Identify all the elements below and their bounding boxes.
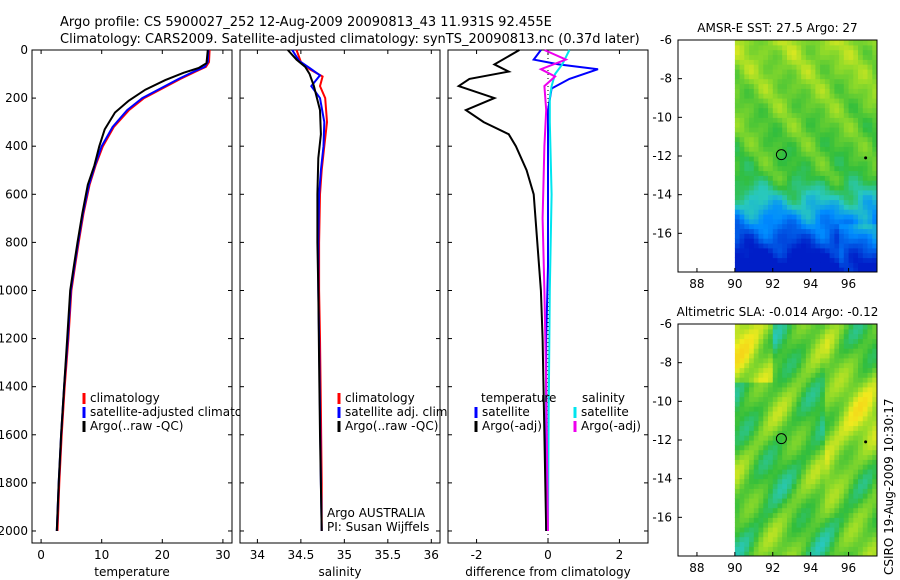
series-line-salinity-satellite (547, 49, 571, 532)
y-tick-label: -16 (652, 226, 672, 240)
temperature-panel: 0 10 20 30 0 200 400 600 800 1000 1200 1400 1600 1800… (0, 43, 268, 579)
legend-label: Argo(-adj) (482, 419, 542, 433)
legend-label: satellite-adjusted climatology (90, 405, 268, 419)
x-tick-label: 0 (544, 548, 552, 562)
x-tick-label: 36 (424, 548, 439, 562)
map-title: Altimetric SLA: -0.014 Argo: -0.12 (677, 305, 879, 319)
y-tick-label: 1200 (0, 332, 28, 346)
legend-label: Argo(..raw -QC) (90, 419, 183, 433)
sla-map-panel: Altimetric SLA: -0.014 Argo: -0.12 88 90 92… (652, 305, 878, 575)
x-tick-label: 94 (803, 277, 818, 291)
x-tick-label: 90 (727, 277, 742, 291)
legend-label: Argo(-adj) (581, 419, 641, 433)
credit-annotation: PI: Susan Wijffels (327, 520, 429, 534)
figure-title-line2: Climatology: CARS2009. Satellite-adjuste… (60, 32, 640, 47)
x-tick-label: 35 (337, 548, 352, 562)
y-tick-label: 1600 (0, 428, 28, 442)
x-tick-label: 34.5 (288, 548, 315, 562)
x-axis-label: salinity (318, 565, 361, 579)
x-tick-label: -2 (471, 548, 483, 562)
x-axis-label: temperature (94, 565, 169, 579)
profile-location-marker (775, 433, 787, 445)
x-axis-label: difference from climatology (465, 565, 631, 579)
legend-header-salinity: salinity (582, 391, 625, 405)
side-timestamp: CSIRO 19-Aug-2009 10:30:17 (882, 399, 896, 575)
series-line-argo-raw-qc- (287, 49, 323, 532)
x-tick-label: 94 (803, 561, 818, 575)
series-line-argo-raw-qc- (55, 49, 209, 532)
y-tick-label: -14 (652, 188, 672, 202)
x-tick-label: 92 (765, 561, 780, 575)
y-tick-label: -10 (652, 394, 672, 408)
y-tick-label: -12 (652, 149, 672, 163)
plot-frame (31, 49, 233, 544)
y-tick-label: -10 (652, 110, 672, 124)
legend-label: satellite (581, 405, 629, 419)
x-tick-label: 92 (765, 277, 780, 291)
series-line-salinity-argo-adj- (538, 49, 569, 532)
y-tick-label: 200 (5, 91, 28, 105)
x-tick-label: 88 (689, 561, 704, 575)
secondary-float-marker (864, 156, 868, 160)
y-tick-label: -14 (652, 472, 672, 486)
legend-header-temperature: temperature (481, 391, 556, 405)
y-tick-label: -6 (660, 317, 672, 331)
x-tick-label: 30 (215, 548, 230, 562)
map-title: AMSR-E SST: 27.5 Argo: 27 (697, 21, 857, 35)
y-tick-label: 600 (5, 187, 28, 201)
map-grid-cells (734, 324, 877, 556)
y-tick-label: -6 (660, 33, 672, 47)
x-tick-label: 0 (37, 548, 45, 562)
figure-title-line1: Argo profile: CS 5900027_252 12-Aug-2009… (60, 15, 552, 30)
x-tick-label: 35.5 (374, 548, 401, 562)
map-grid-cells (734, 40, 877, 272)
legend-label: climatology (345, 391, 415, 405)
legend-label: satellite (482, 405, 530, 419)
y-tick-label: 400 (5, 139, 28, 153)
y-tick-label: -16 (652, 510, 672, 524)
legend-label: Argo(..raw -QC) (345, 419, 438, 433)
y-tick-label: 1800 (0, 476, 28, 490)
x-tick-label: 34 (250, 548, 265, 562)
x-tick-label: 90 (727, 561, 742, 575)
y-tick-label: -12 (652, 433, 672, 447)
plot-frame (239, 49, 441, 544)
y-tick-label: -8 (660, 72, 672, 86)
series-line-temperature-argo-adj- (456, 49, 548, 532)
x-tick-label: 20 (155, 548, 170, 562)
y-tick-label: 800 (5, 235, 28, 249)
y-tick-label: 1400 (0, 380, 28, 394)
x-tick-label: 96 (841, 561, 856, 575)
x-tick-label: 10 (94, 548, 109, 562)
profile-location-marker (775, 149, 787, 161)
difference-panel: -2 0 2 difference from climatology temperatu… (447, 49, 649, 579)
y-tick-label: -8 (660, 356, 672, 370)
sst-map-panel: AMSR-E SST: 27.5 Argo: 27 88 90 92 94 96 -6 -8 -… (652, 21, 878, 291)
y-tick-label: 2000 (0, 524, 28, 538)
salinity-panel: 34 34.5 35 35.5 36 salinity climatologysatelli… (239, 49, 451, 579)
credit-annotation: Argo AUSTRALIA (327, 506, 426, 520)
y-tick-label: 0 (20, 43, 28, 57)
x-tick-label: 96 (841, 277, 856, 291)
x-tick-label: 88 (689, 277, 704, 291)
y-tick-label: 1000 (0, 283, 28, 297)
legend-label: satellite adj. clim. (345, 405, 451, 419)
x-tick-label: 2 (616, 548, 624, 562)
legend-label: climatology (90, 391, 160, 405)
secondary-float-marker (864, 440, 868, 444)
